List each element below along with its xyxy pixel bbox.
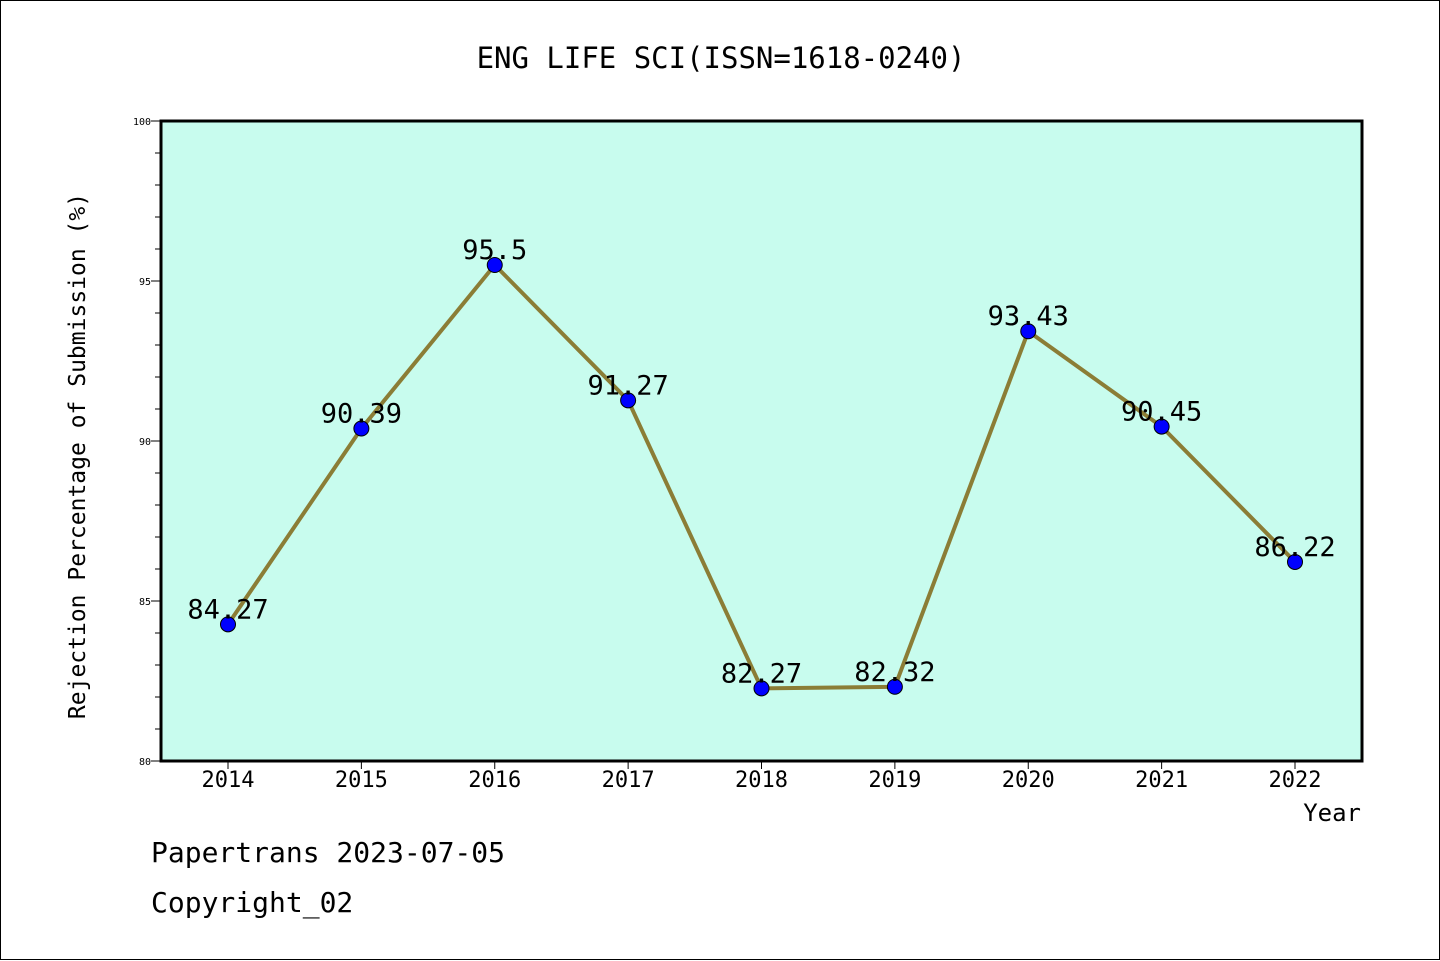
data-labels-layer: 84.27 90.39 95.5 91.27 82.27 82.32 93.43 90.45 8… [187,235,1335,689]
footer-date: Papertrans 2023-07-05 [151,836,506,869]
data-point [220,616,236,633]
x-tick-label: 2014 [202,768,255,793]
x-tick-label: 2016 [468,768,521,793]
data-label: 93.43 [988,301,1069,332]
data-point [886,678,903,695]
x-tick-label: 2018 [735,768,788,793]
x-axis-label: Year [1303,799,1361,827]
data-label: 82.32 [854,657,935,688]
y-tick-label: 85 [139,597,151,608]
x-tick-label: 2020 [1002,768,1055,793]
data-point [1020,323,1037,340]
y-tick-label: 100 [133,117,151,128]
x-tick-label: 2022 [1269,768,1322,793]
x-tick-label: 2017 [602,768,655,793]
y-tick-label: 95 [139,277,151,288]
data-points-layer [220,257,1303,697]
data-point [753,680,770,697]
x-tick-label: 2021 [1135,768,1188,793]
data-point [486,257,503,273]
data-label: 90.45 [1121,397,1202,428]
y-tick-label: 80 [139,757,151,768]
data-point [1287,553,1303,570]
y-tick-label: 90 [139,437,151,448]
chart-title: ENG LIFE SCI(ISSN=1618-0240) [477,41,966,75]
y-axis: 80 85 90 95 100 [133,117,161,768]
data-label: 90.39 [321,399,402,430]
plot-area [159,119,1364,763]
x-tick-label: 2019 [868,768,921,793]
x-tick-label: 2015 [335,768,388,793]
y-axis-label: Rejection Percentage of Submission (%) [65,193,91,719]
data-label: 86.22 [1254,532,1335,563]
data-label: 82.27 [721,658,802,689]
data-label: 95.5 [462,235,527,266]
data-label: 91.27 [587,370,668,401]
data-point [353,420,370,437]
data-label: 84.27 [187,594,268,625]
footer-copyright: Copyright_02 [151,886,354,919]
data-point [620,392,637,409]
data-point [1153,418,1170,435]
x-axis: 2014 2015 2016 2017 2018 2019 2020 2021 2022 [202,761,1322,793]
